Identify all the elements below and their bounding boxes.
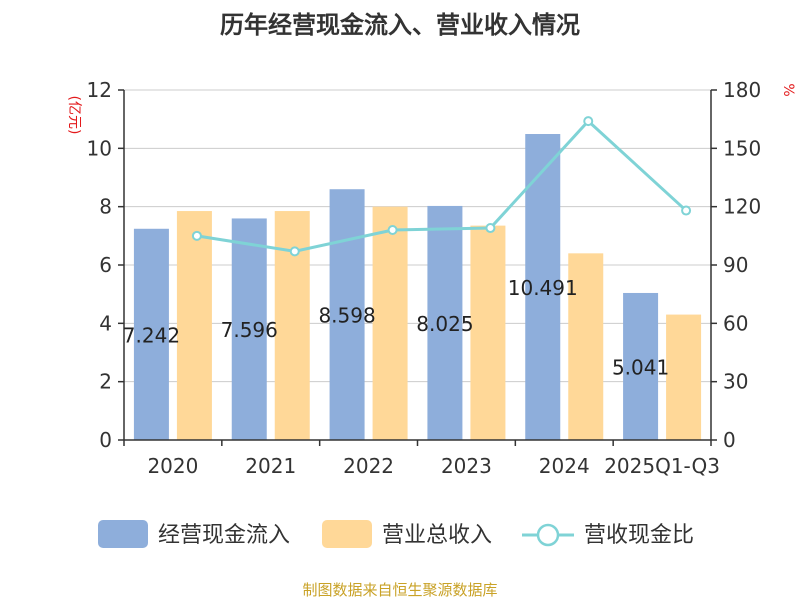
y-right-tick-label: 30 — [723, 370, 748, 394]
ratio-line — [196, 118, 688, 253]
bar-revenue — [372, 206, 408, 440]
legend: 经营现金流入 营业总收入 营收现金比 — [98, 520, 694, 548]
bar-revenue — [666, 314, 702, 440]
y-left-unit-label: (亿元) — [66, 96, 82, 135]
bar-cash-inflow — [231, 218, 267, 440]
bar-value-label: 7.242 — [123, 323, 180, 347]
bar-value-labels: 7.242 7.596 8.598 8.025 10.491 5.041 — [123, 276, 669, 379]
bar-revenue — [176, 211, 212, 440]
y-right-tick-label: 180 — [723, 78, 761, 102]
y-right-tick-label: 150 — [723, 136, 761, 160]
ratio-point — [583, 116, 594, 127]
bar-revenue — [274, 211, 310, 440]
bar-revenue — [470, 225, 506, 440]
x-tick-label: 2021 — [245, 454, 296, 478]
ratio-point — [191, 230, 202, 241]
bar-cash-inflow — [623, 292, 659, 440]
chart-title: 历年经营现金流入、营业收入情况 — [220, 11, 580, 39]
y-right-unit-label: % — [780, 83, 796, 96]
bar-value-label: 5.041 — [612, 355, 669, 379]
x-tick-label: 2023 — [441, 454, 492, 478]
bar-value-label: 8.598 — [318, 304, 375, 328]
legend-label-ratio: 营收现金比 — [584, 523, 694, 548]
legend-item-ratio[interactable]: 营收现金比 — [522, 523, 694, 548]
y-left-tick-label: 12 — [87, 78, 112, 102]
y-right-tick-label: 0 — [723, 428, 736, 452]
legend-label-revenue: 营业总收入 — [382, 523, 492, 548]
x-tick-label: 2022 — [343, 454, 394, 478]
grid-lines — [124, 89, 711, 383]
legend-marker-ratio — [536, 523, 560, 547]
y-left-tick-label: 10 — [87, 136, 112, 160]
legend-item-revenue[interactable]: 营业总收入 — [322, 520, 492, 548]
bar-cash-inflow — [133, 228, 169, 440]
y-left-tick-label: 6 — [99, 253, 112, 277]
bar-value-label: 10.491 — [508, 276, 578, 300]
ratio-point — [289, 246, 300, 257]
bar-value-label: 8.025 — [416, 312, 473, 336]
y-right-tick-label: 60 — [723, 311, 748, 335]
ratio-line-layer — [191, 116, 692, 257]
legend-item-cash-inflow[interactable]: 经营现金流入 — [98, 520, 290, 548]
bar-cash-inflow — [427, 205, 463, 440]
legend-swatch-revenue — [322, 520, 372, 548]
bar-value-label: 7.596 — [221, 318, 278, 342]
ratio-point — [681, 205, 692, 216]
y-left-tick-label: 4 — [99, 311, 112, 335]
x-tick-label: 2020 — [147, 454, 198, 478]
y-right-tick-label: 120 — [723, 195, 761, 219]
y-left-tick-label: 0 — [99, 428, 112, 452]
legend-label-cash-inflow: 经营现金流入 — [158, 523, 290, 548]
y-left-tick-label: 2 — [99, 370, 112, 394]
legend-swatch-cash-inflow — [98, 520, 148, 548]
ratio-point — [485, 223, 496, 234]
data-source-note: 制图数据来自恒生聚源数据库 — [302, 581, 497, 599]
y-right-tick-label: 90 — [723, 253, 748, 277]
bar-layer — [133, 134, 702, 440]
bar-cash-inflow — [329, 189, 365, 440]
x-tick-label: 2024 — [539, 454, 590, 478]
bar-revenue — [568, 253, 604, 440]
ratio-point — [387, 225, 398, 235]
y-left-tick-label: 8 — [99, 195, 112, 219]
x-tick-label: 2025Q1-Q3 — [604, 454, 720, 478]
